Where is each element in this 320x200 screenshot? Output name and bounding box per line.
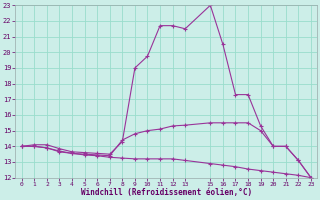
X-axis label: Windchill (Refroidissement éolien,°C): Windchill (Refroidissement éolien,°C) — [81, 188, 252, 197]
